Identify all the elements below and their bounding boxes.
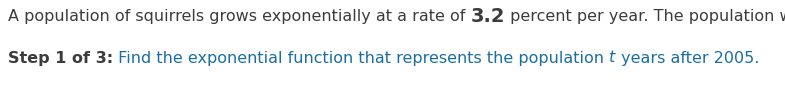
Text: Find the exponential function that represents the population: Find the exponential function that repre… — [113, 50, 609, 66]
Text: 3.2: 3.2 — [470, 6, 505, 26]
Text: percent per year. The population was: percent per year. The population was — [505, 8, 785, 23]
Text: years after 2005.: years after 2005. — [615, 50, 759, 66]
Text: t: t — [609, 50, 615, 66]
Text: Step 1 of 3:: Step 1 of 3: — [8, 50, 113, 66]
Text: A population of squirrels grows exponentially at a rate of: A population of squirrels grows exponent… — [8, 8, 470, 23]
